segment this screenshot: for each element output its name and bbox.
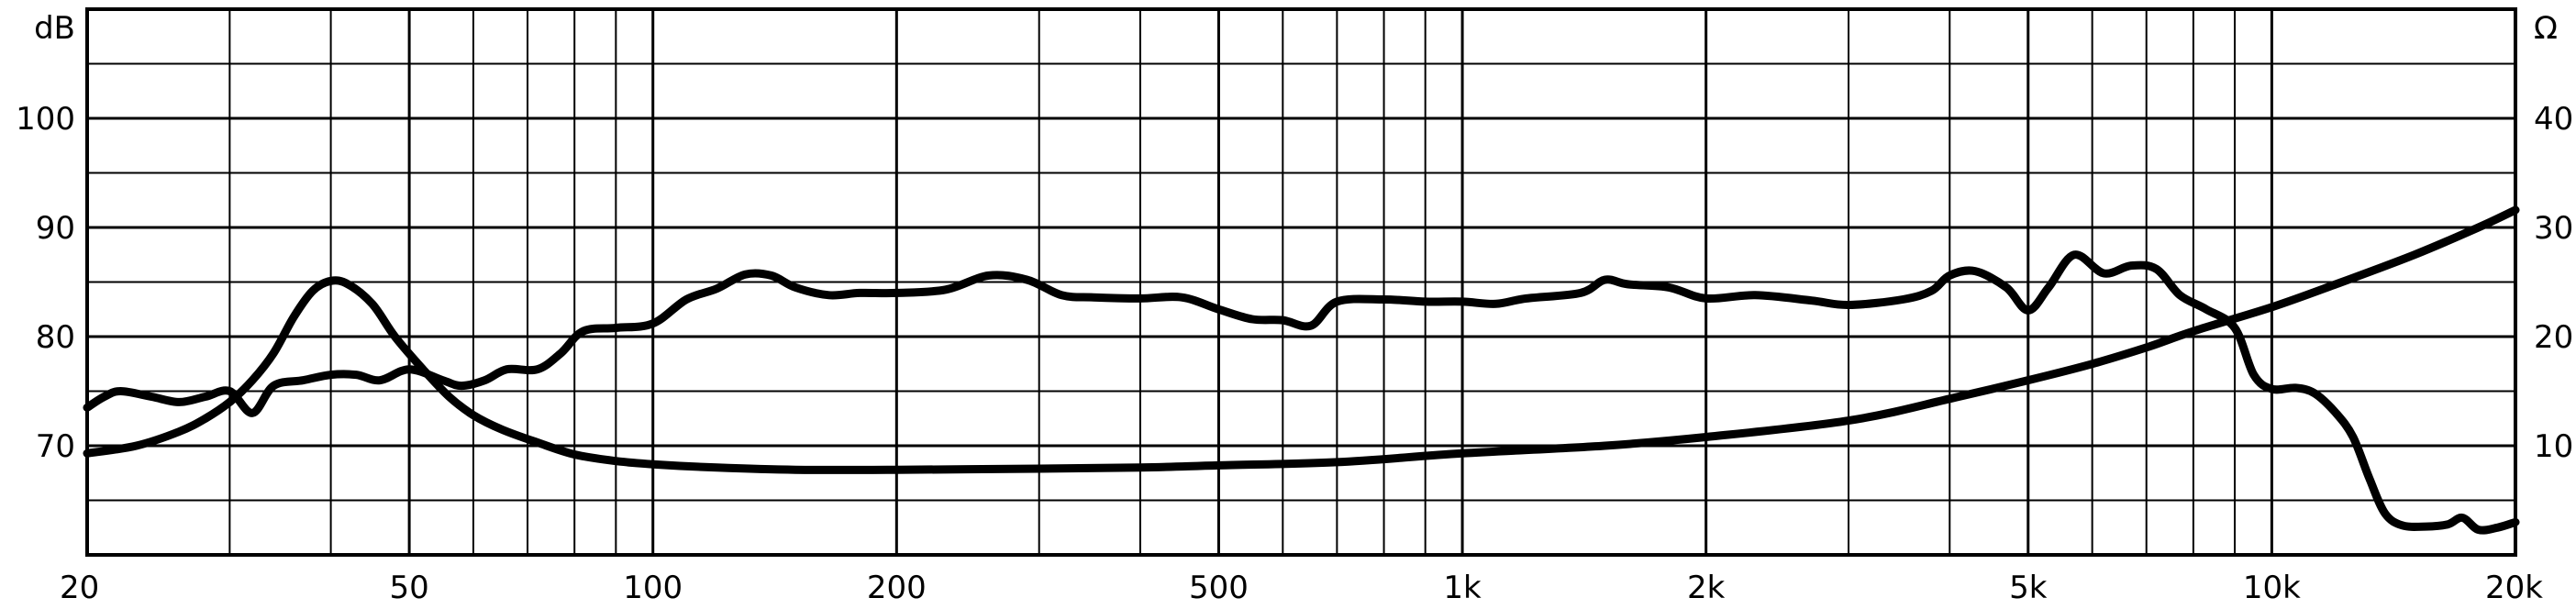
left-y-tick-label: 70: [36, 428, 75, 465]
x-tick-label: 50: [389, 570, 428, 606]
x-tick-label: 20k: [2485, 570, 2543, 606]
x-tick-label: 500: [1189, 570, 1249, 606]
x-tick-label: 20: [60, 570, 99, 606]
x-tick-label: 1k: [1443, 570, 1482, 606]
major-gridlines: [87, 9, 2515, 555]
right-y-tick-label: 20: [2534, 319, 2573, 356]
left-y-tick-label: 100: [16, 101, 75, 138]
right-y-tick-label: 40: [2534, 101, 2573, 138]
spl-response-curve: [83, 250, 2520, 535]
x-tick-label: 5k: [2009, 570, 2048, 606]
left-y-tick-label: 90: [36, 210, 75, 247]
tick-labels: 20 50 100 200 500 1k 2k 5k 10k 20k 70 80 90 100 10 20 30…: [16, 101, 2573, 606]
right-y-tick-label: 30: [2534, 210, 2573, 247]
x-tick-label: 10k: [2243, 570, 2301, 606]
x-tick-label: 200: [867, 570, 927, 606]
left-y-tick-label: 80: [36, 319, 75, 356]
right-y-tick-label: 10: [2534, 428, 2573, 465]
minor-gridlines: [87, 9, 2515, 555]
plot-frame: [85, 7, 2517, 557]
x-tick-label: 2k: [1687, 570, 1726, 606]
x-tick-label: 100: [623, 570, 683, 606]
impedance-curve: [83, 205, 2520, 474]
data-curves: [83, 205, 2520, 535]
left-axis-unit: dB: [34, 10, 75, 47]
right-axis-unit: Ω: [2534, 10, 2558, 47]
